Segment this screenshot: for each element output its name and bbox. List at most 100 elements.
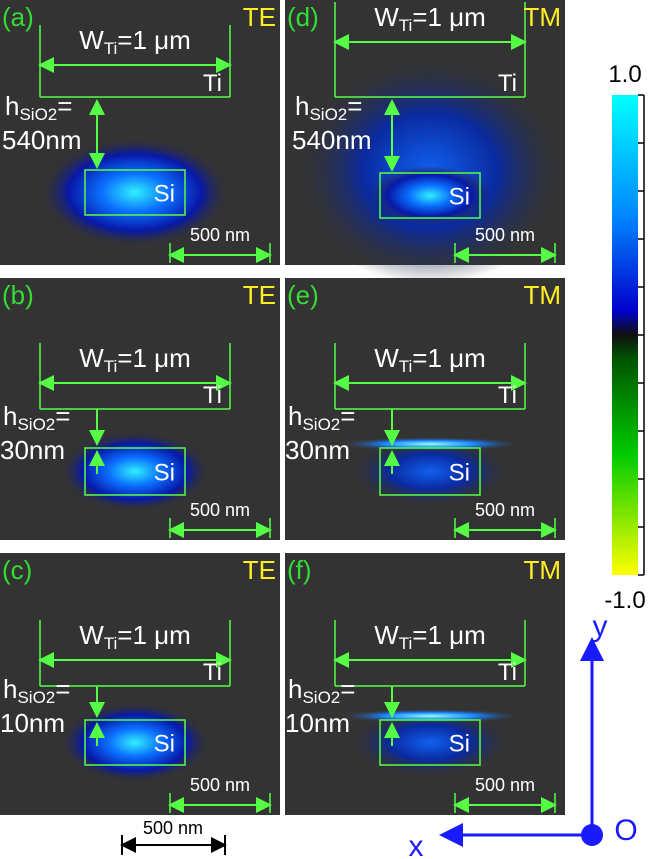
core-material: Si [154,460,175,487]
gap-rest: = [340,401,355,431]
width-symbol: W [79,620,104,650]
gap-symbol: h [5,91,19,121]
si-core [379,447,481,496]
field [40,137,230,248]
width-rest: =1 μm [117,25,191,55]
core-material: Si [449,460,470,487]
width-symbol: W [374,2,399,32]
mode-label: TM [523,555,561,585]
gap-label: hSiO2= [288,674,355,707]
field [60,431,210,512]
gap-value: 30nm [285,435,350,465]
top-material: Ti [498,70,517,97]
mode-label: TE [243,280,276,310]
gap-rest: = [55,674,70,704]
gap-sub: SiO2 [309,105,347,124]
mode-label: TM [523,2,561,32]
colorbar [612,95,638,575]
width-label: WTi=1 μm [374,343,486,376]
field [335,437,525,451]
colorbar-max: 1.0 [608,61,641,88]
gap-label: hSiO2= [5,91,72,124]
gap-rest: = [57,91,72,121]
origin-dot [581,824,603,846]
core-material: Si [449,731,470,758]
gap-value: 30nm [0,435,65,465]
si-core [84,169,186,216]
field [370,165,490,226]
mode-label: TE [243,555,276,585]
gap-symbol: h [295,91,309,121]
si-core [379,172,481,219]
width-symbol: W [79,25,104,55]
scale-bar-label: 500 nm [475,500,535,520]
width-rest: =1 μm [412,620,486,650]
core-material: Si [154,181,175,208]
panel-label: (c) [2,555,32,585]
top-material: Ti [203,382,222,409]
gap-sub: SiO2 [302,688,340,707]
scale-bar-label: 500 nm [190,225,250,245]
si-core [84,447,186,496]
width-rest: =1 μm [412,2,486,32]
top-material: Ti [498,659,517,686]
width-label: WTi=1 μm [79,343,191,376]
gap-rest: = [55,401,70,431]
gap-sub: SiO2 [19,105,57,124]
width-rest: =1 μm [412,343,486,373]
gap-value: 10nm [0,708,65,738]
gap-sub: SiO2 [302,415,340,434]
width-sub: Ti [399,634,413,653]
panel-label: (e) [287,280,319,310]
width-label: WTi=1 μm [374,620,486,653]
field [60,702,210,783]
si-core [379,719,481,766]
top-material: Ti [498,382,517,409]
field [335,709,525,723]
gap-value: 10nm [285,708,350,738]
width-sub: Ti [104,634,118,653]
y-label: y [593,610,608,643]
gap-label: hSiO2= [288,401,355,434]
width-sub: Ti [104,39,118,58]
panel-label: (a) [2,2,34,32]
gap-label: hSiO2= [3,401,70,434]
gap-symbol: h [3,401,17,431]
mode-label: TE [243,2,276,32]
top-material: Ti [203,659,222,686]
panel-label: (f) [287,555,312,585]
scale-bar-label: 500 nm [475,225,535,245]
top-material: Ti [203,70,222,97]
width-sub: Ti [104,357,118,376]
width-rest: =1 μm [117,343,191,373]
x-label: x [409,830,424,859]
scale-bar-label: 500 nm [475,775,535,795]
si-core [84,719,186,766]
mode-label: TM [523,280,561,310]
core-material: Si [449,184,470,211]
panel-label: (b) [2,280,34,310]
width-symbol: W [374,620,399,650]
width-label: WTi=1 μm [79,620,191,653]
gap-sub: SiO2 [17,688,55,707]
gap-value: 540nm [2,125,82,155]
width-rest: =1 μm [117,620,191,650]
width-symbol: W [374,343,399,373]
width-symbol: W [79,343,104,373]
core-material: Si [154,731,175,758]
gap-sub: SiO2 [17,415,55,434]
width-sub: Ti [399,16,413,35]
width-sub: Ti [399,357,413,376]
gap-rest: = [340,674,355,704]
gap-symbol: h [288,401,302,431]
width-label: WTi=1 μm [374,2,486,35]
gap-symbol: h [288,674,302,704]
colorbar-min: -1.0 [604,587,645,614]
